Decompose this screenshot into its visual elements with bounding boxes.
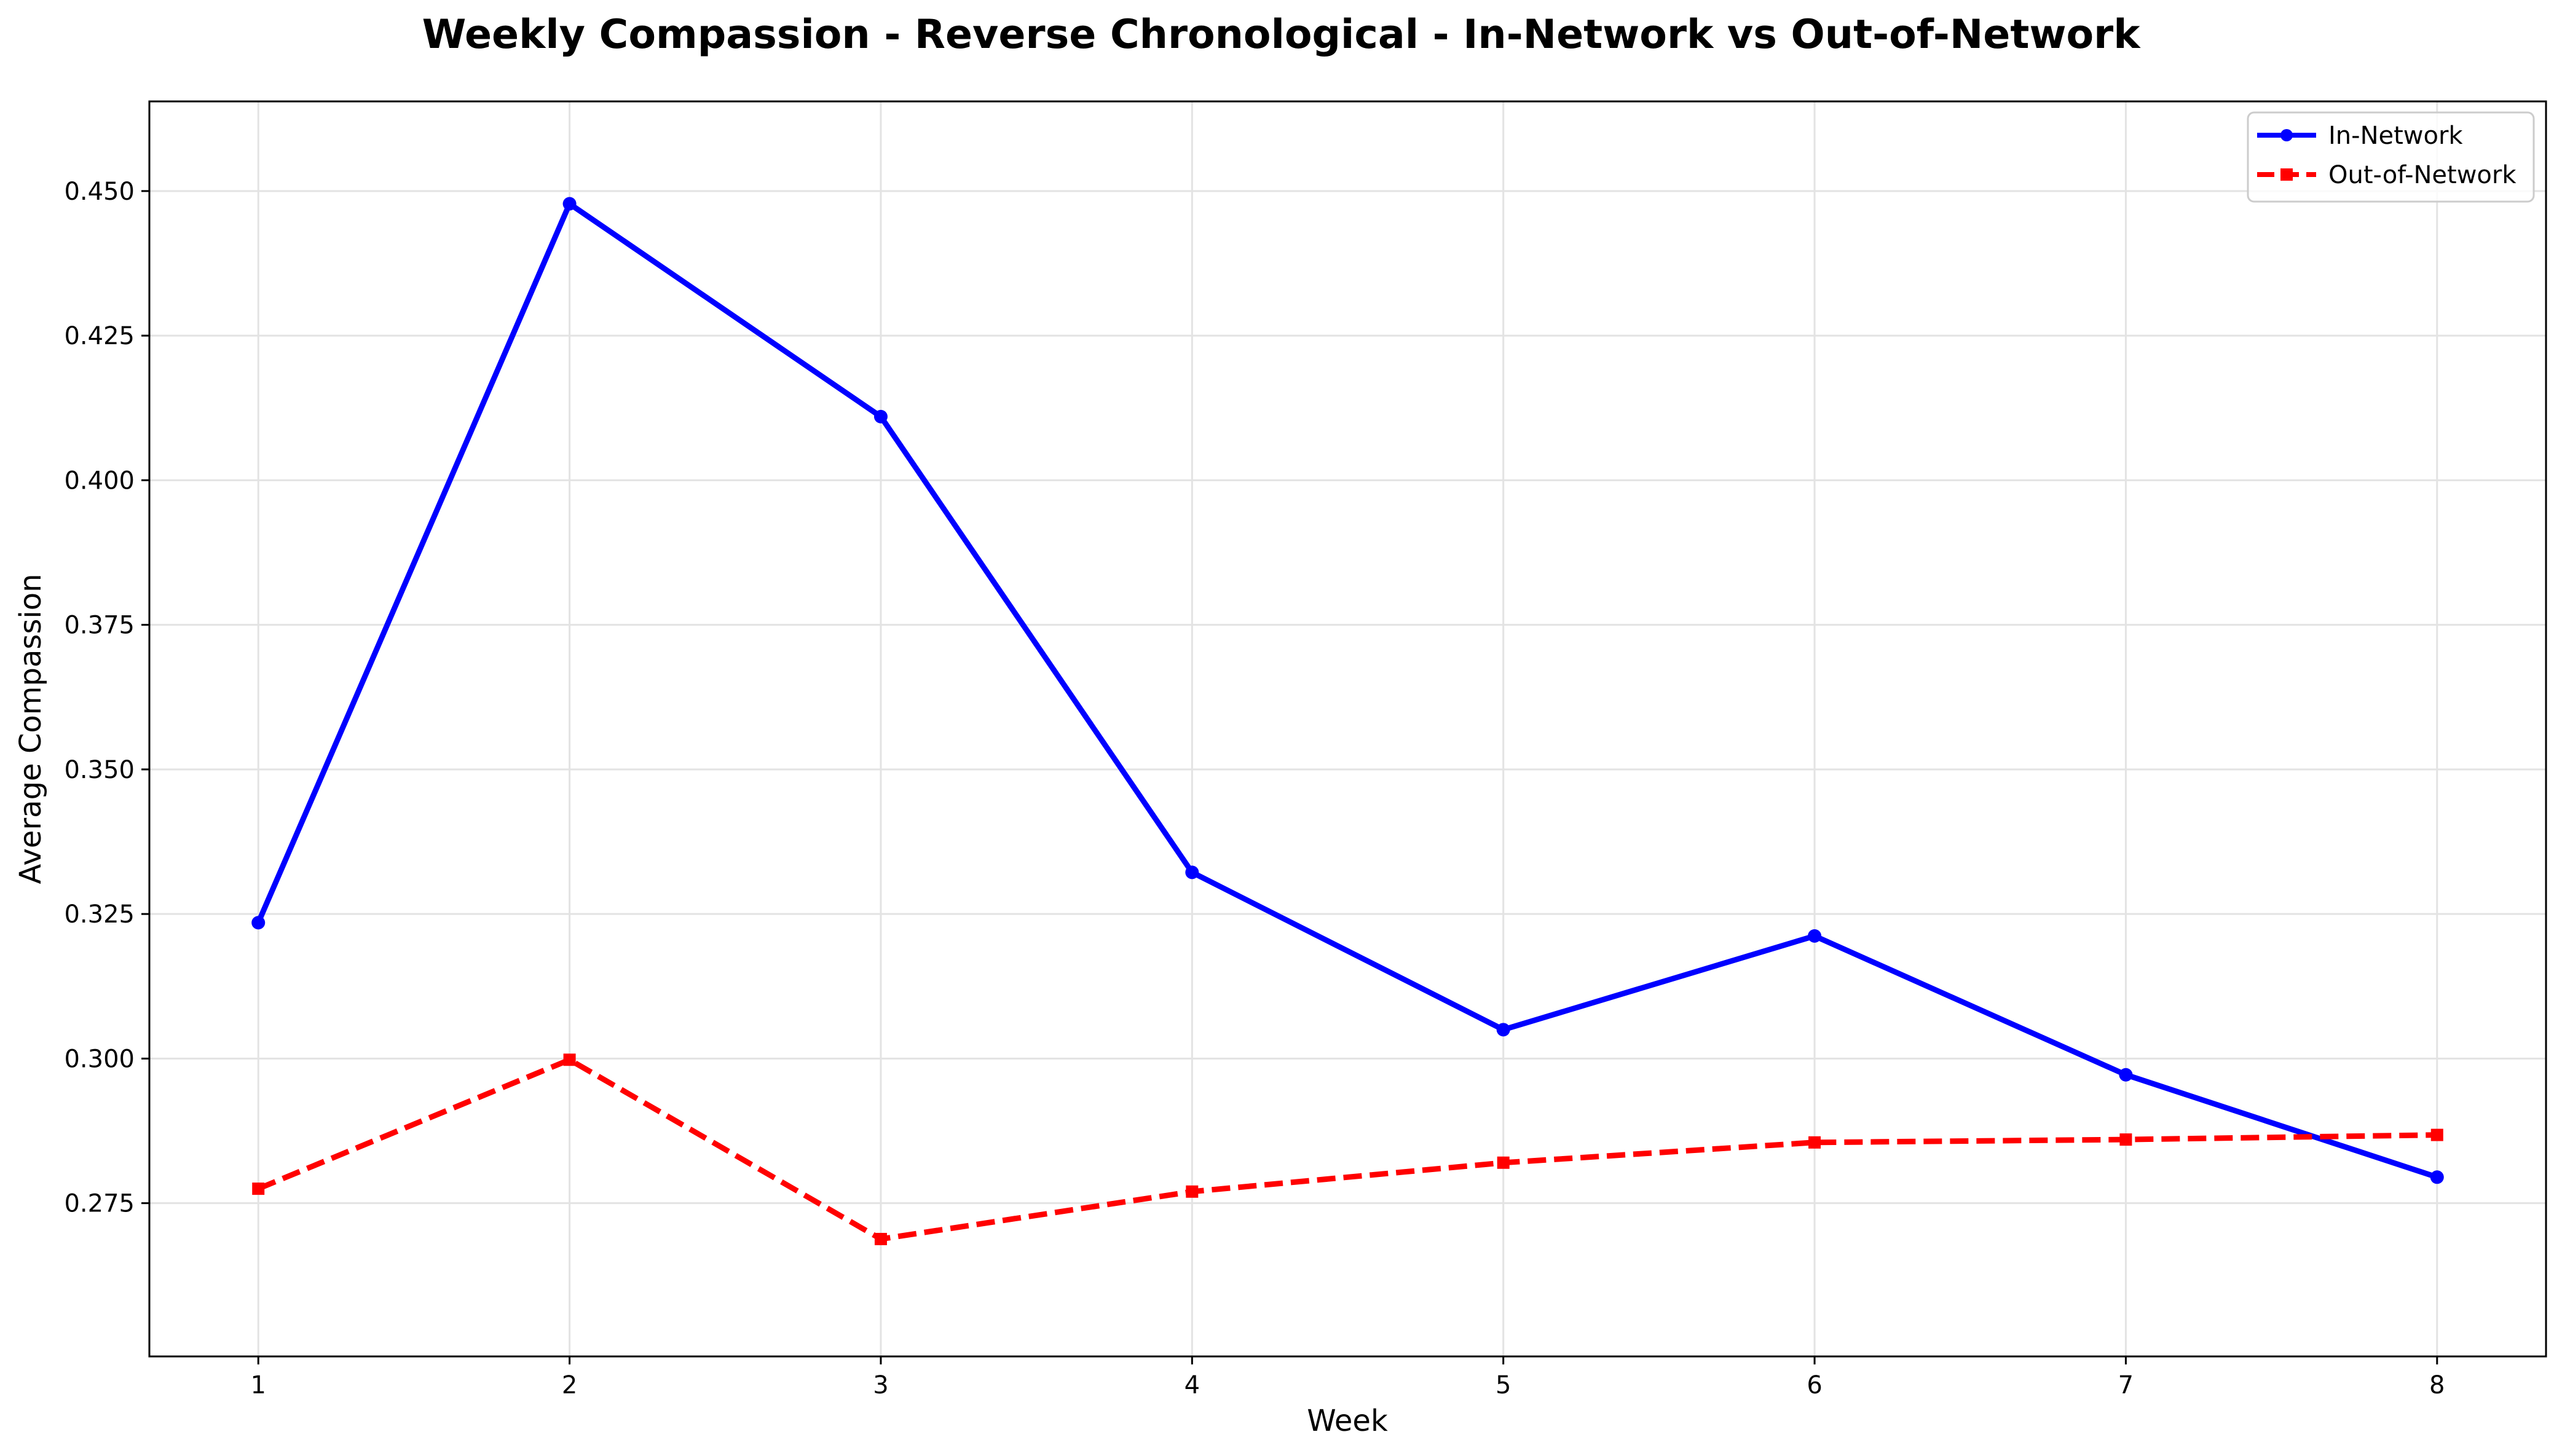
in-network-point bbox=[251, 916, 266, 930]
x-axis: 1 2 3 4 5 6 7 8 bbox=[251, 1356, 2445, 1399]
legend-box bbox=[2247, 111, 2535, 203]
y-tick-label: 0.375 bbox=[64, 612, 135, 640]
out-of-network-line bbox=[257, 1057, 2437, 1242]
out-of-network-point bbox=[874, 1232, 887, 1245]
x-tick-label: 2 bbox=[562, 1371, 577, 1399]
in-network-point bbox=[2430, 1170, 2444, 1184]
chart-title: Weekly Compassion - Reverse Chronologica… bbox=[422, 12, 2142, 58]
y-tick-label: 0.450 bbox=[64, 178, 135, 206]
series-lines bbox=[251, 197, 2444, 1245]
legend-in-network-label: In-Network bbox=[2328, 122, 2463, 150]
x-tick-label: 3 bbox=[873, 1371, 888, 1399]
y-tick-label: 0.300 bbox=[64, 1045, 135, 1073]
legend-in-network-marker bbox=[2280, 129, 2293, 141]
in-network-line bbox=[256, 201, 2438, 1180]
in-network-point bbox=[2119, 1068, 2133, 1082]
x-tick-label: 4 bbox=[1184, 1371, 1200, 1399]
out-of-network-point bbox=[252, 1183, 265, 1195]
out-of-network-point bbox=[1808, 1136, 1821, 1149]
y-tick-label: 0.350 bbox=[64, 756, 135, 784]
y-axis: 0.275 0.300 0.325 0.350 0.375 0.400 0.425 0.450 bbox=[64, 178, 149, 1218]
legend: In-Network Out-of-Network bbox=[2247, 111, 2535, 203]
out-of-network-point bbox=[2119, 1133, 2132, 1146]
in-network-point bbox=[562, 197, 577, 211]
in-network-point bbox=[1496, 1023, 1510, 1037]
y-tick-label: 0.400 bbox=[64, 466, 135, 495]
in-network-point bbox=[873, 409, 888, 423]
in-network-point bbox=[1185, 865, 1199, 880]
out-of-network-point bbox=[1497, 1156, 1510, 1169]
x-tick-label: 7 bbox=[2118, 1371, 2134, 1399]
y-tick-label: 0.275 bbox=[64, 1190, 135, 1218]
out-of-network-point bbox=[2430, 1128, 2443, 1141]
y-tick-label: 0.325 bbox=[64, 900, 135, 929]
legend-out-of-network-label: Out-of-Network bbox=[2328, 161, 2517, 189]
x-tick-label: 1 bbox=[251, 1371, 266, 1399]
x-tick-label: 5 bbox=[1496, 1371, 1511, 1399]
y-axis-label: Average Compassion bbox=[14, 573, 48, 884]
x-axis-label: Week bbox=[1307, 1404, 1388, 1438]
x-tick-label: 6 bbox=[1807, 1371, 1822, 1399]
out-of-network-point bbox=[563, 1053, 576, 1066]
plot-frame bbox=[148, 100, 2547, 1358]
grid bbox=[149, 101, 2546, 1356]
x-tick-label: 8 bbox=[2429, 1371, 2445, 1399]
y-tick-label: 0.425 bbox=[64, 322, 135, 350]
in-network-point bbox=[1808, 929, 1822, 943]
out-of-network-point bbox=[1186, 1185, 1199, 1198]
legend-out-of-network-marker bbox=[2280, 168, 2293, 181]
